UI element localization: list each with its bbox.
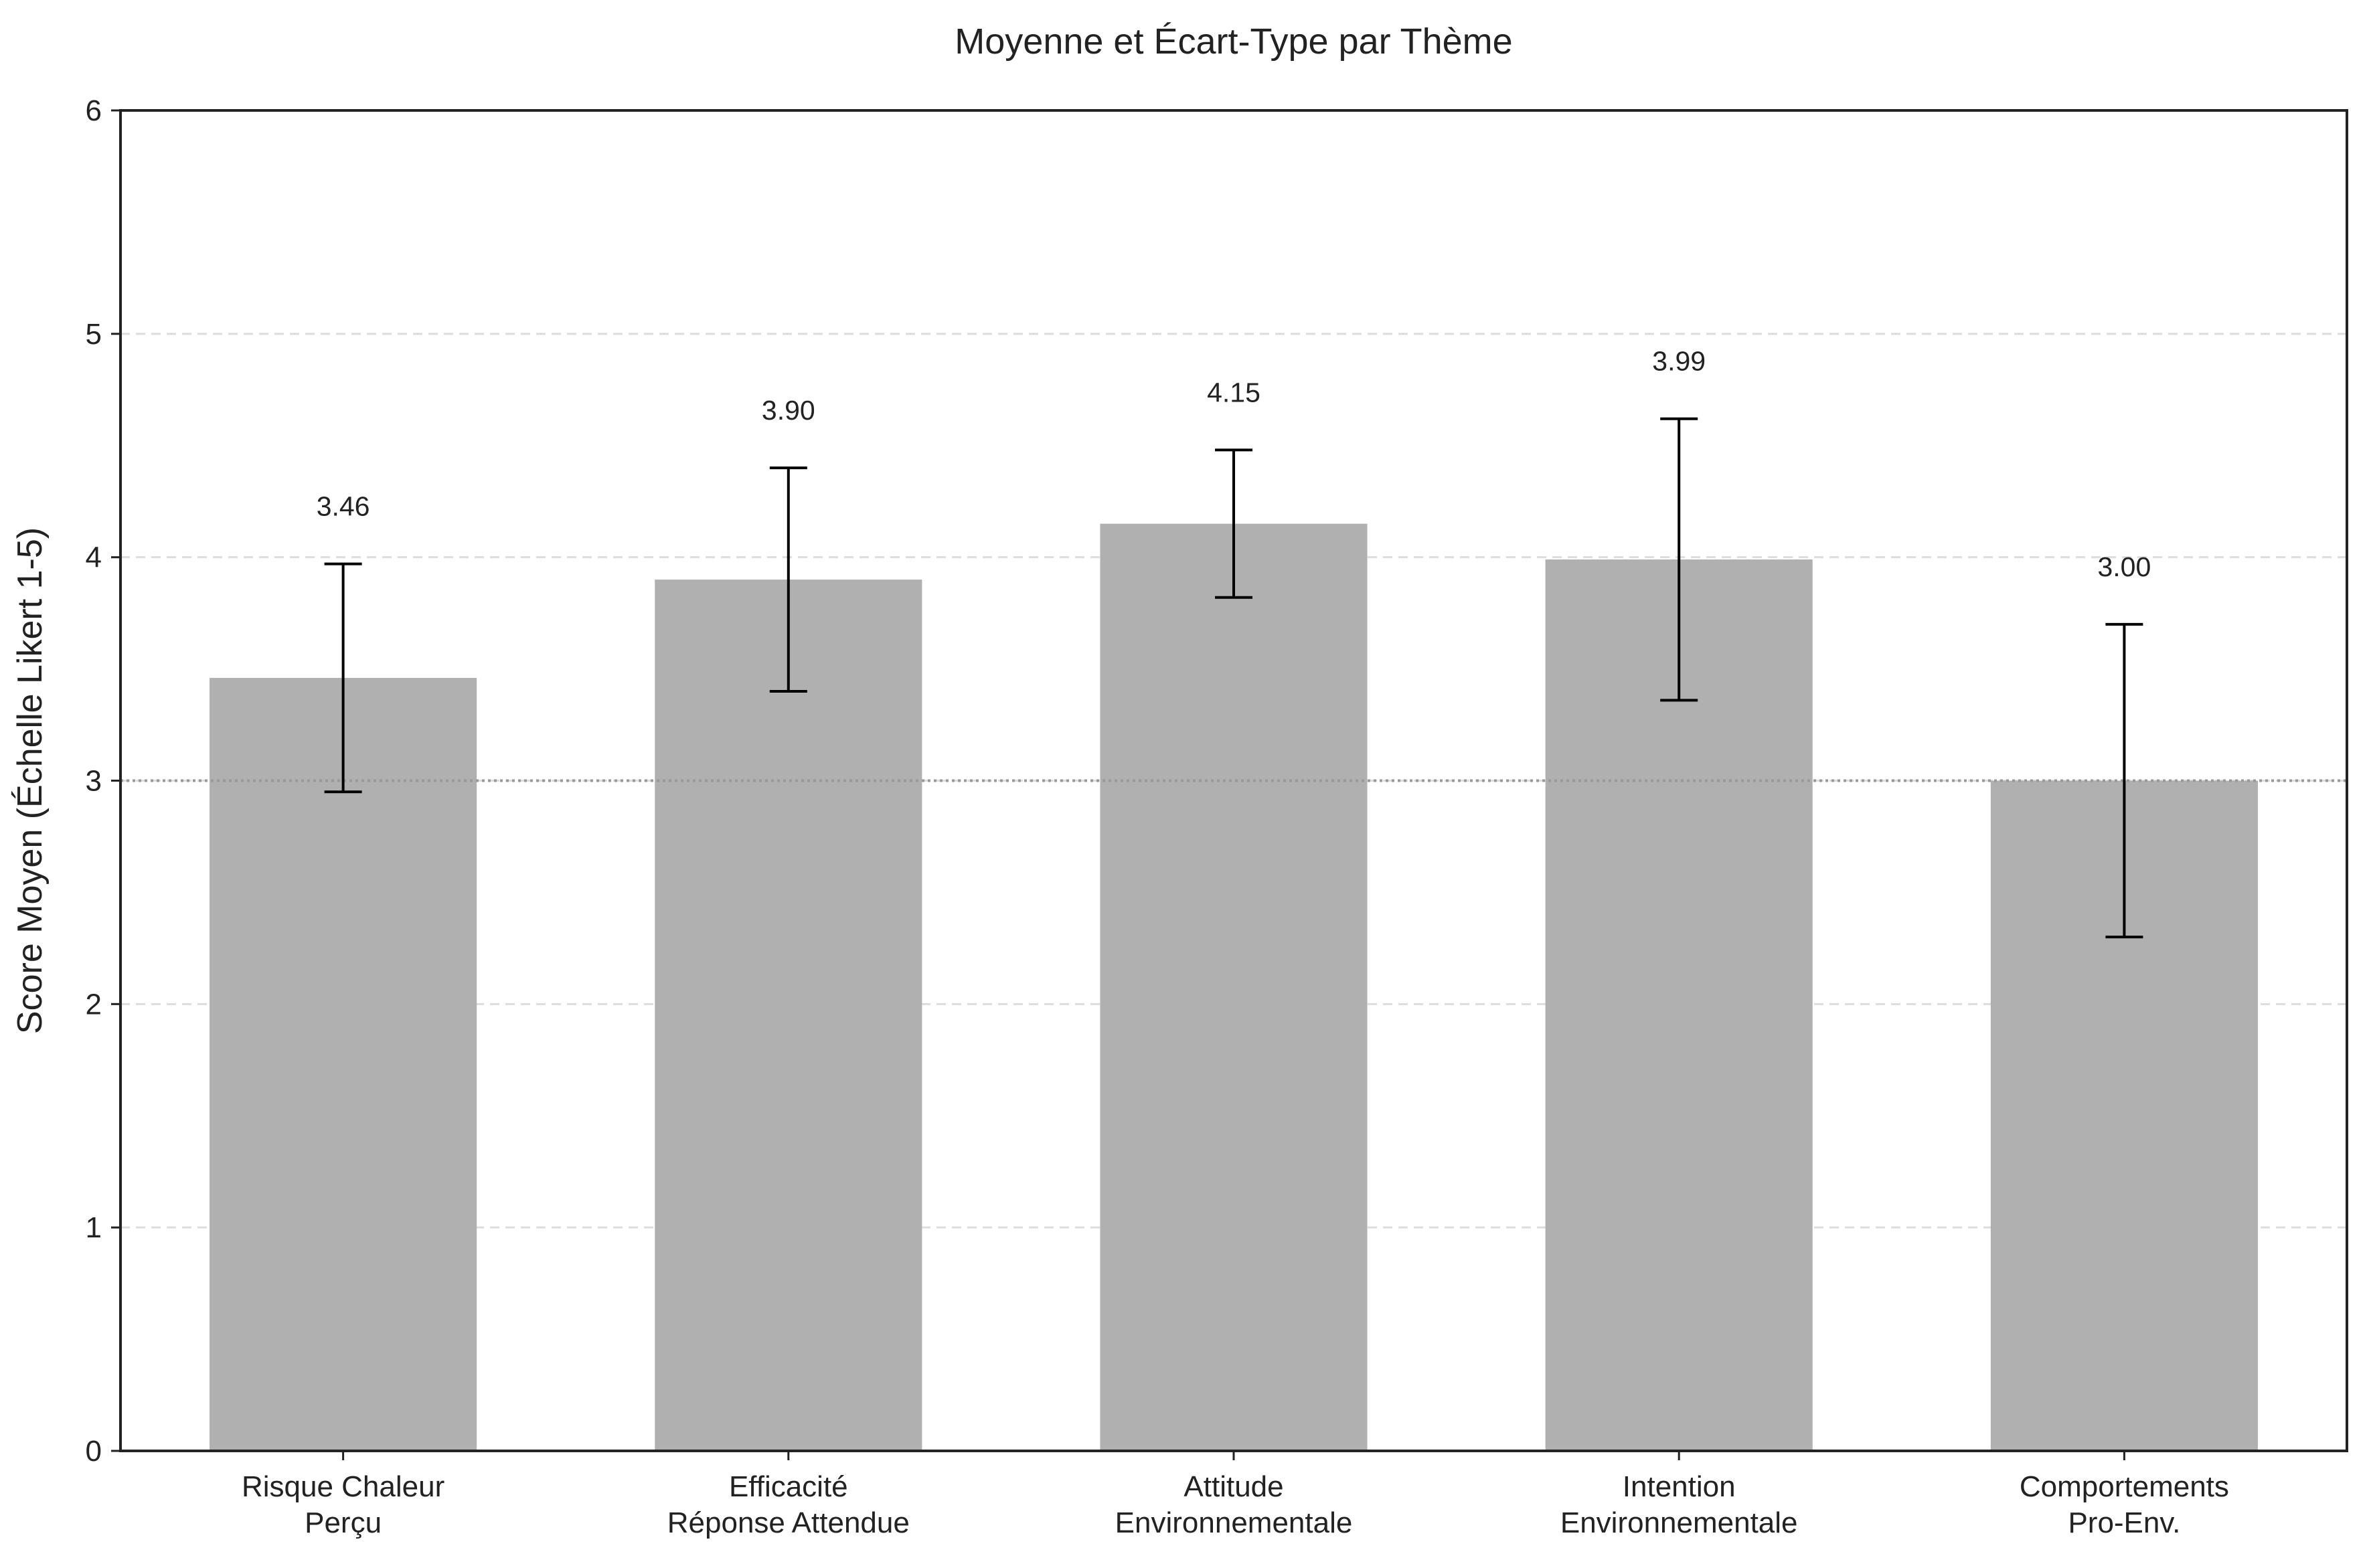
x-tick-label: Attitude Environnementale xyxy=(1115,1470,1353,1539)
data-labels: 3.46 3.90 4.15 3.99 3.00 xyxy=(317,346,2151,582)
y-tick-label: 1 xyxy=(86,1211,102,1244)
y-tick-label: 4 xyxy=(86,541,102,574)
x-tick-label: Intention Environnementale xyxy=(1560,1470,1798,1539)
y-tick-label: 6 xyxy=(86,94,102,127)
data-label: 4.15 xyxy=(1207,377,1260,408)
bars xyxy=(210,523,2258,1451)
x-tick-label-line: Environnementale xyxy=(1115,1506,1353,1539)
x-tick-label-line: Intention xyxy=(1623,1470,1736,1503)
y-axis-label: Score Moyen (Échelle Likert 1-5) xyxy=(11,527,50,1034)
bar xyxy=(1100,523,1368,1451)
x-axis-ticks: Risque Chaleur Perçu Efficacité Réponse Att… xyxy=(242,1451,2229,1539)
chart-title: Moyenne et Écart-Type par Thème xyxy=(955,21,1512,62)
bar xyxy=(1545,559,1813,1451)
y-tick-label: 3 xyxy=(86,765,102,798)
x-tick-label-line: Réponse Attendue xyxy=(667,1506,910,1539)
x-tick-label: Risque Chaleur Perçu xyxy=(242,1470,444,1539)
x-tick-label-line: Pro-Env. xyxy=(2068,1506,2180,1539)
y-tick-label: 5 xyxy=(86,318,102,351)
x-tick-label: Efficacité Réponse Attendue xyxy=(667,1470,910,1539)
y-axis-ticks: 0 1 2 3 4 5 6 xyxy=(86,94,120,1468)
bar xyxy=(655,580,922,1451)
y-tick-label: 0 xyxy=(86,1435,102,1468)
data-label: 3.99 xyxy=(1652,346,1706,377)
bar xyxy=(210,677,477,1451)
error-bars xyxy=(324,417,2143,939)
x-tick-label-line: Attitude xyxy=(1184,1470,1283,1503)
data-label: 3.90 xyxy=(762,395,815,426)
x-tick-label: Comportements Pro-Env. xyxy=(2020,1470,2229,1539)
data-label: 3.46 xyxy=(317,491,370,522)
x-tick-label-line: Risque Chaleur xyxy=(242,1470,444,1503)
x-tick-label-line: Environnementale xyxy=(1560,1506,1798,1539)
data-label: 3.00 xyxy=(2097,551,2151,582)
x-tick-label-line: Perçu xyxy=(305,1506,382,1539)
x-tick-label-line: Efficacité xyxy=(729,1470,848,1503)
y-tick-label: 2 xyxy=(86,988,102,1021)
x-tick-label-line: Comportements xyxy=(2020,1470,2229,1503)
